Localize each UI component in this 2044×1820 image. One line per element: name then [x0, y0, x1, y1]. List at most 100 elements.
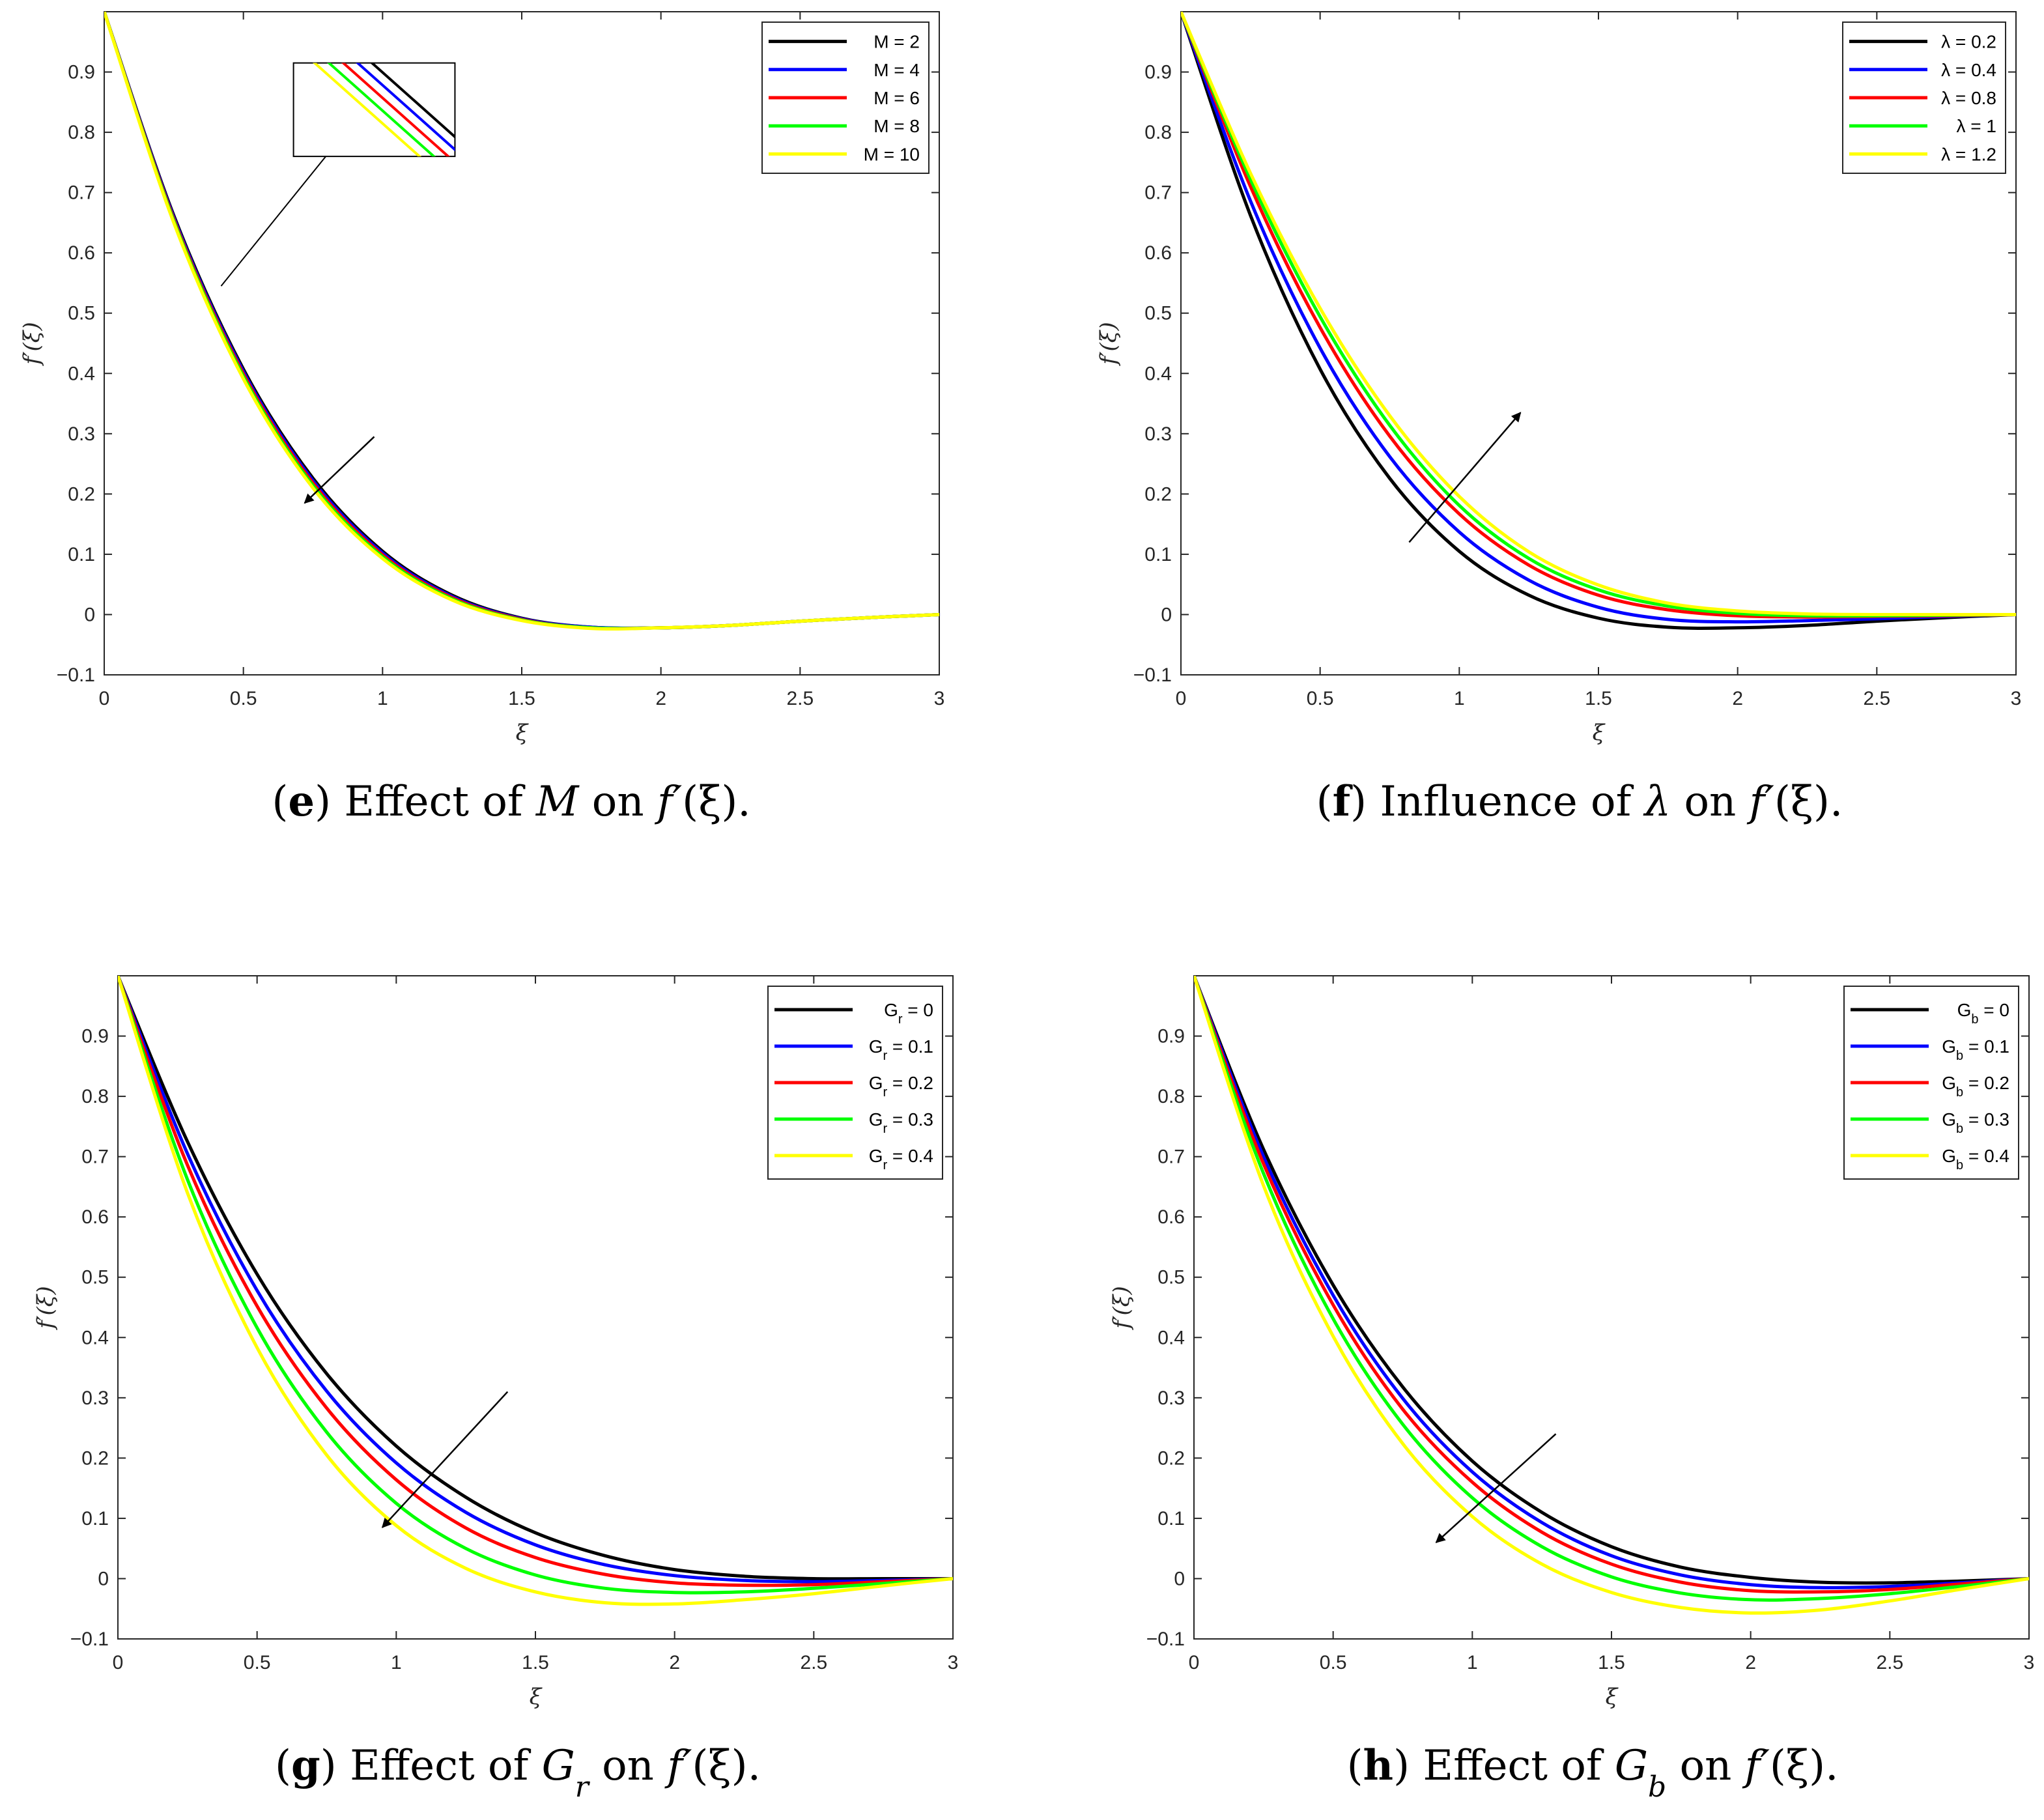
legend-label: Gb = 0	[1957, 1000, 2009, 1027]
y-tick-label: 0.5	[1157, 1267, 1185, 1288]
x-tick-label: 3	[948, 1652, 959, 1673]
y-tick-label: 0.4	[1157, 1327, 1185, 1348]
x-tick-label: 0.5	[244, 1652, 271, 1673]
inset-line	[341, 63, 451, 157]
panel-f: 0 0.5 1 1.5 2 2.5 3−0.100.10.20.30.40.50.60.70…	[1096, 11, 2021, 826]
y-tick-label: 0.4	[1144, 363, 1172, 384]
y-tick-label: 0.3	[1144, 423, 1172, 445]
legend-label: Gr = 0.2	[869, 1073, 933, 1100]
panel-caption: (f) Influence of λ on f′(ξ).	[1316, 777, 1843, 826]
y-tick-label: 0.1	[1157, 1508, 1185, 1529]
series-line-0.4	[1181, 12, 2016, 624]
series-line-0.2	[1181, 12, 2016, 630]
y-tick-label: 0.1	[1144, 544, 1172, 565]
legend: Gr = 0 Gr = 0.1 Gr = 0.2 Gr = 0.3 Gr = 0.4	[767, 986, 943, 1180]
x-tick-label: 0	[113, 1652, 124, 1673]
x-tick-label: 1.5	[1598, 1652, 1625, 1673]
y-tick-label: 0.7	[81, 1146, 109, 1168]
y-tick-label: 0	[98, 1568, 109, 1589]
y-tick-label: 0.8	[81, 1086, 109, 1107]
series-line-0.2	[118, 976, 953, 1587]
y-tick-label: −0.1	[70, 1628, 109, 1650]
y-tick-label: 0.4	[81, 1327, 109, 1348]
panel-caption: (h) Effect of Gb on f′(ξ).	[1347, 1741, 1839, 1804]
x-axis-label: ξ	[516, 720, 530, 746]
series-lines	[1194, 976, 2029, 1615]
legend-label: Gb = 0.4	[1942, 1146, 2009, 1173]
panel-caption: (g) Effect of Gr on f′(ξ).	[275, 1741, 761, 1804]
inset-line	[356, 63, 455, 152]
y-tick-label: 0.4	[68, 363, 95, 384]
x-tick-label: 1	[391, 1652, 402, 1673]
legend: λ = 0.2 λ = 0.4 λ = 0.8 λ = 1 λ = 1.2	[1842, 21, 2006, 174]
legend-label: λ = 1.2	[1941, 144, 1996, 164]
y-tick-label: 0	[1174, 1568, 1185, 1589]
series-lines	[1181, 12, 2016, 630]
x-tick-label: 0.5	[1320, 1652, 1347, 1673]
x-tick-label: 1	[377, 688, 388, 709]
series-line-0.4	[118, 976, 953, 1606]
y-axis-label: f′(ξ)	[1109, 1286, 1135, 1331]
y-axis-label: f′(ξ)	[19, 322, 45, 367]
series-line-0.2	[1194, 976, 2029, 1594]
legend-label: λ = 1	[1957, 116, 1996, 136]
y-tick-label: 0.2	[1144, 483, 1172, 505]
y-tick-label: 0.1	[81, 1508, 109, 1529]
series-line-0.1	[118, 976, 953, 1584]
y-axis-label: f′(ξ)	[33, 1286, 59, 1331]
y-tick-label: 0.9	[68, 62, 95, 83]
legend-label: Gr = 0.3	[869, 1109, 933, 1136]
x-tick-label: 2	[655, 688, 666, 709]
legend-label: M = 4	[873, 60, 920, 80]
trend-arrow	[1435, 1433, 1557, 1543]
y-tick-label: 0.7	[1144, 182, 1172, 204]
x-tick-label: 0.5	[230, 688, 257, 709]
x-tick-label: 0.5	[1307, 688, 1334, 709]
x-tick-label: 2.5	[800, 1652, 827, 1673]
trend-arrow	[1408, 412, 1522, 543]
x-tick-label: 1.5	[1585, 688, 1612, 709]
legend-label: M = 10	[864, 144, 920, 164]
y-tick-label: 0.5	[1144, 303, 1172, 324]
legend-label: Gr = 0	[884, 1000, 933, 1027]
trend-arrow	[381, 1391, 509, 1528]
y-tick-label: 0.7	[1157, 1146, 1185, 1168]
legend: M = 2 M = 4 M = 6 M = 8 M = 10	[761, 21, 930, 174]
series-line-1.2	[1181, 12, 2016, 617]
y-tick-label: 0.9	[1157, 1026, 1185, 1047]
y-tick-label: 0.6	[68, 242, 95, 264]
legend-label: Gb = 0.3	[1942, 1109, 2009, 1136]
legend-label: λ = 0.4	[1941, 60, 1996, 80]
y-tick-label: 0.2	[81, 1447, 109, 1469]
y-tick-label: 0.9	[81, 1026, 109, 1047]
y-tick-label: 0.2	[1157, 1447, 1185, 1469]
x-tick-label: 2.5	[1876, 1652, 1903, 1673]
y-tick-label: 0.3	[68, 423, 95, 445]
x-tick-label: 2.5	[1863, 688, 1890, 709]
x-axis-label: ξ	[1606, 1684, 1619, 1710]
legend-label: Gr = 0.1	[869, 1036, 933, 1063]
y-tick-label: −0.1	[1146, 1628, 1185, 1650]
legend-label: Gb = 0.2	[1942, 1073, 2009, 1100]
y-tick-label: 0.6	[1157, 1206, 1185, 1228]
inset-line	[313, 63, 422, 157]
panel-e: 0 0.5 1 1.5 2 2.5 3−0.100.10.20.30.40.50.60.70…	[19, 11, 944, 826]
y-tick-label: 0.9	[1144, 62, 1172, 83]
zoom-inset	[292, 62, 456, 158]
series-line-0	[118, 976, 953, 1581]
x-tick-label: 2	[1745, 1652, 1756, 1673]
y-tick-label: −0.1	[57, 664, 95, 686]
x-tick-label: 2	[669, 1652, 680, 1673]
x-axis-label: ξ	[530, 1684, 543, 1710]
x-tick-label: 1	[1454, 688, 1465, 709]
y-tick-label: 0.7	[68, 182, 95, 204]
y-tick-label: 0.6	[1144, 242, 1172, 264]
x-tick-label: 0	[1189, 1652, 1200, 1673]
y-tick-label: 0.8	[1157, 1086, 1185, 1107]
legend-label: M = 6	[873, 88, 920, 108]
y-tick-label: 0.6	[81, 1206, 109, 1228]
x-axis-label: ξ	[1593, 720, 1606, 746]
x-tick-label: 0	[99, 688, 110, 709]
legend-label: Gr = 0.4	[869, 1146, 933, 1173]
